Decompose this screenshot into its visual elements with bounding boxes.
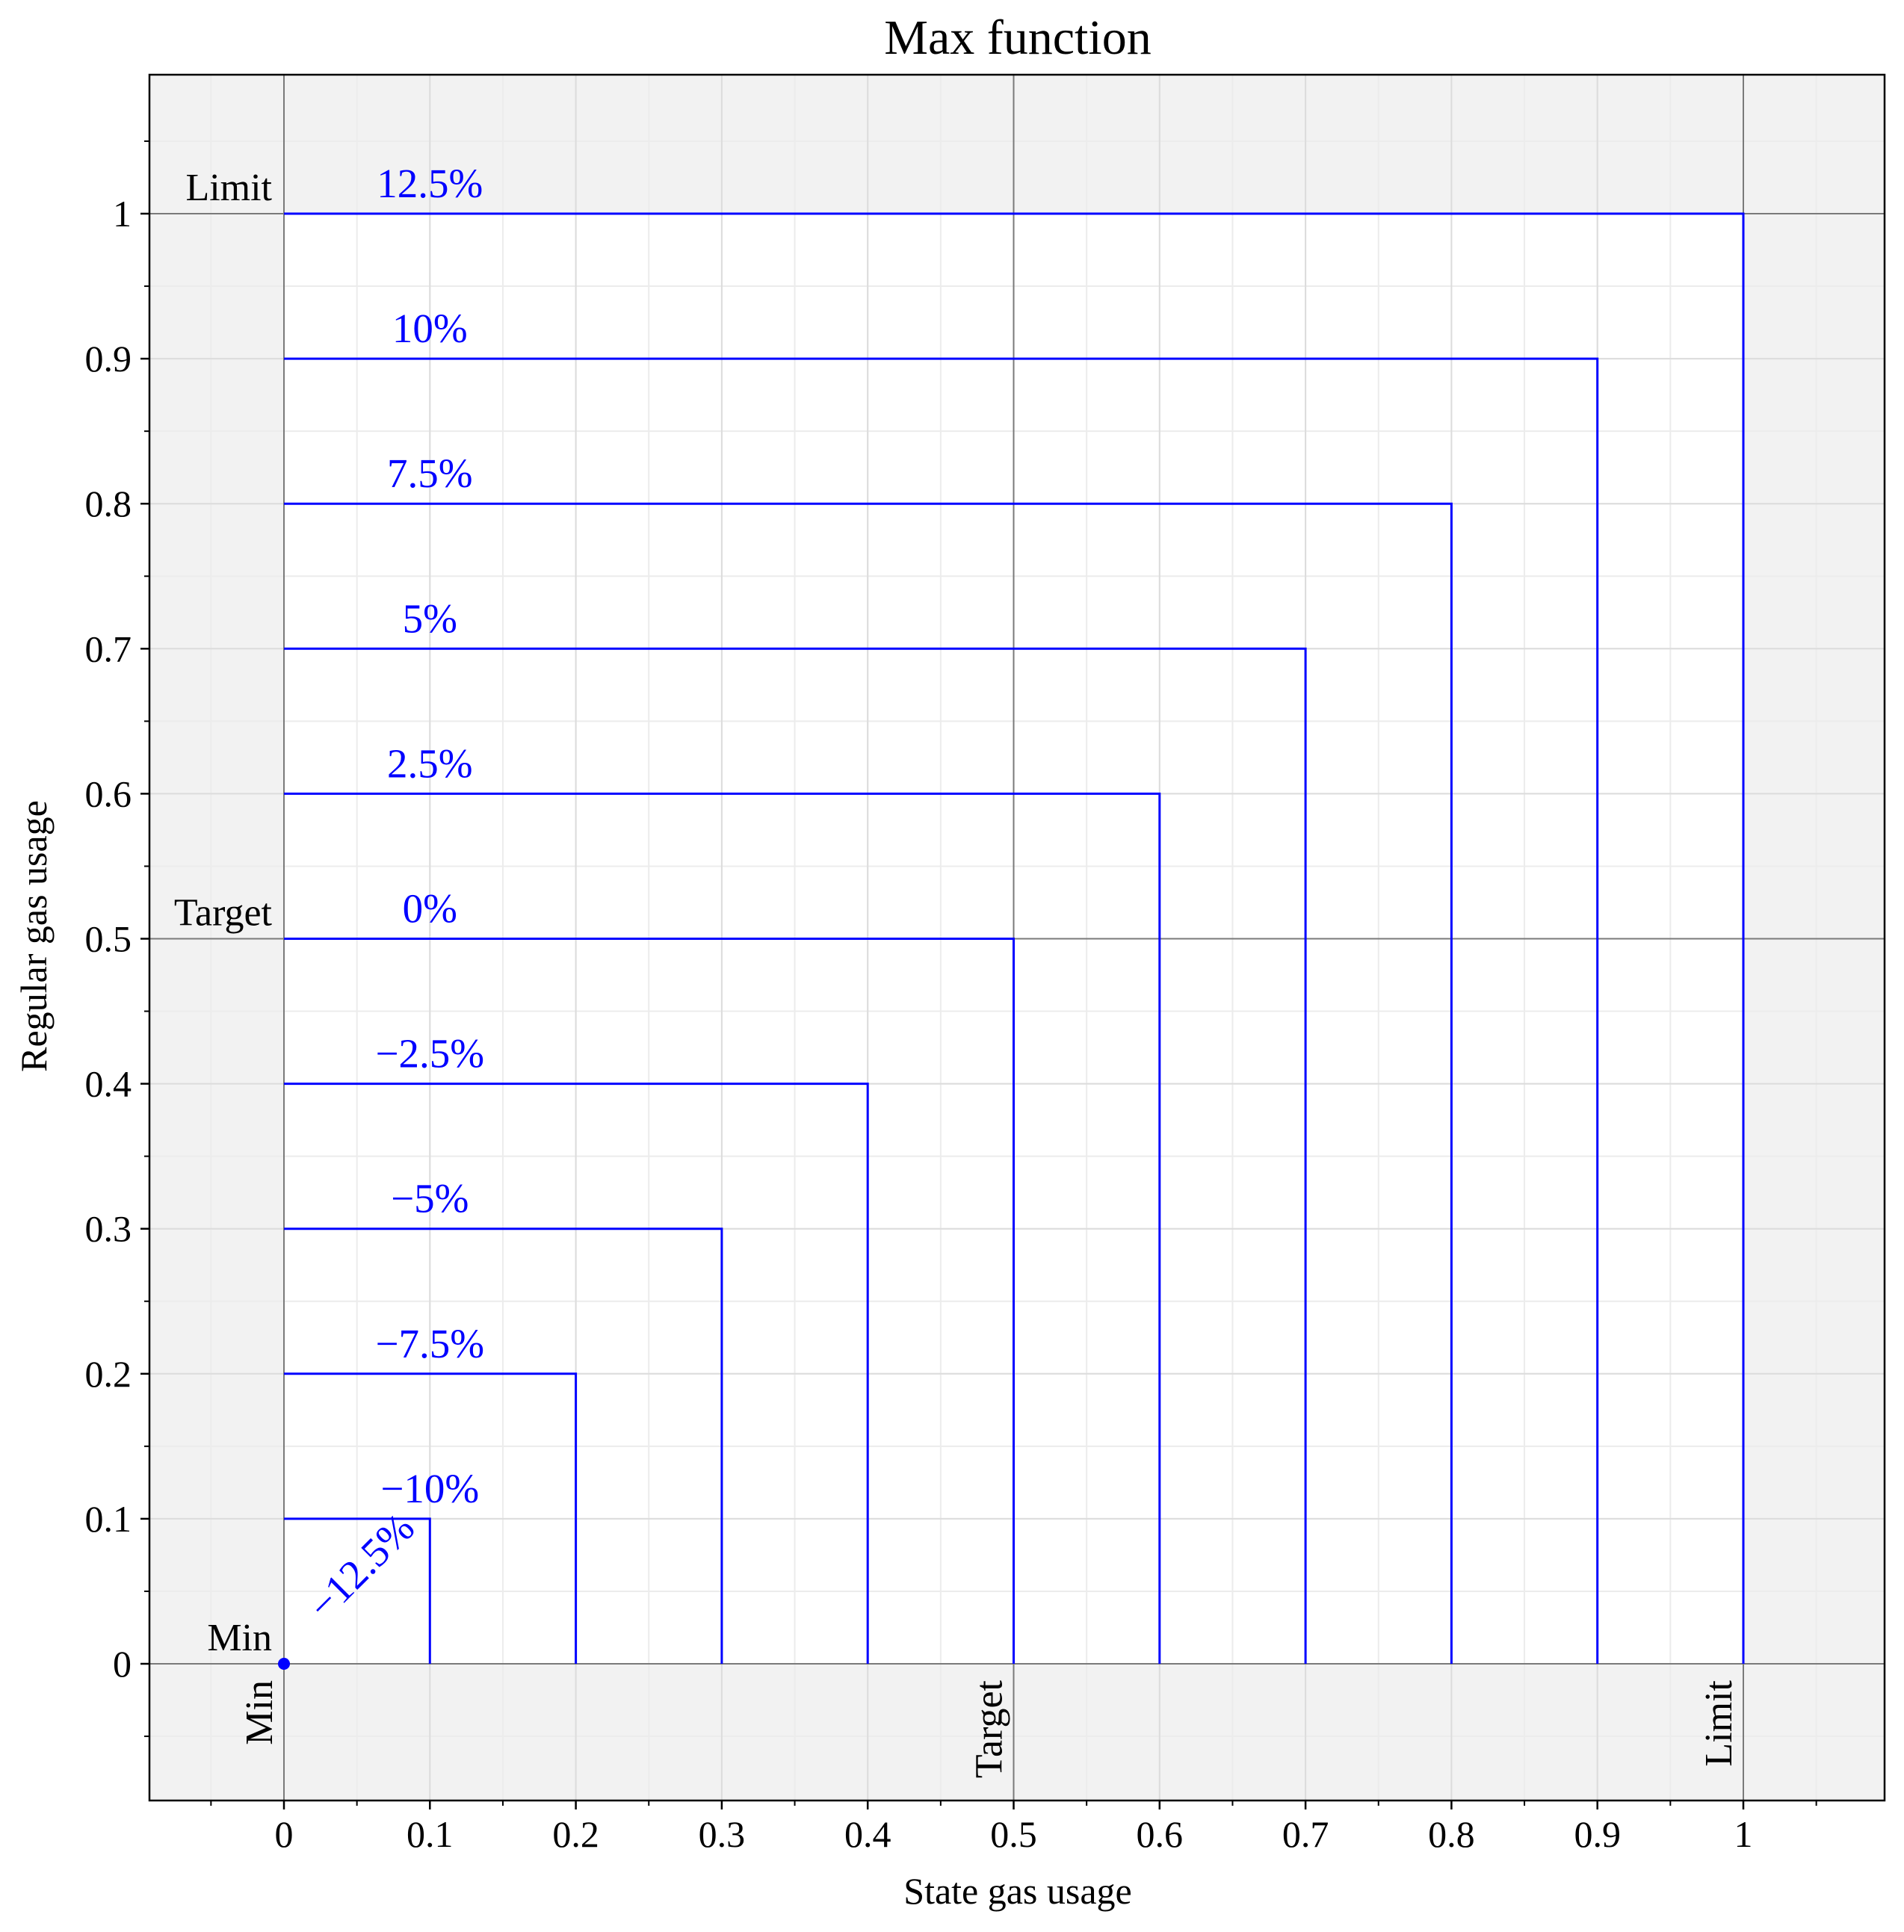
reference-label-y: Target xyxy=(174,892,273,935)
contour-label: 0% xyxy=(403,886,457,932)
x-tick-label: 0.6 xyxy=(1137,1813,1184,1855)
contour-label: −7.5% xyxy=(376,1321,485,1366)
plot-frame xyxy=(148,73,1886,1802)
contour-label: −10% xyxy=(380,1466,479,1511)
contour-line xyxy=(284,502,1453,1664)
x-tick-label: 0.2 xyxy=(552,1813,599,1855)
contour-line xyxy=(284,1372,578,1664)
contour-line xyxy=(284,1227,723,1664)
y-tick-label: 0.9 xyxy=(85,338,132,380)
x-tick-label: 0.4 xyxy=(844,1813,891,1855)
x-tick-label: 0.1 xyxy=(407,1813,454,1855)
contour-line xyxy=(284,647,1307,1664)
contour-line xyxy=(284,1517,431,1664)
y-tick-label: 0.2 xyxy=(85,1353,132,1395)
contour-label: −5% xyxy=(391,1176,469,1222)
y-tick-label: 0.1 xyxy=(85,1498,132,1540)
y-tick-label: 0.6 xyxy=(85,773,132,814)
contour-label: 2.5% xyxy=(387,740,473,786)
x-tick-label: 0.8 xyxy=(1428,1813,1475,1855)
contour-point xyxy=(278,1658,290,1670)
y-tick-label: 1 xyxy=(113,193,132,235)
x-axis-label: State gas usage xyxy=(903,1870,1131,1912)
x-tick-label: 0.5 xyxy=(990,1813,1037,1855)
plot-area: −12.5%−10%−7.5%−5%−2.5%0%2.5%5%7.5%10%12… xyxy=(85,73,1886,1855)
contour-label: 12.5% xyxy=(377,161,483,206)
contour-line xyxy=(284,938,1015,1664)
y-tick-label: 0.4 xyxy=(85,1063,132,1105)
x-tick-label: 0.9 xyxy=(1574,1813,1621,1855)
reference-label-x: Target xyxy=(968,1679,1011,1778)
contour-line xyxy=(284,357,1599,1664)
reference-label-x: Min xyxy=(238,1680,281,1745)
y-tick-label: 0.8 xyxy=(85,483,132,524)
y-tick-label: 0.5 xyxy=(85,918,132,960)
contour-label: 10% xyxy=(392,306,468,351)
contour-label: 5% xyxy=(403,595,457,641)
contour-line xyxy=(284,212,1745,1664)
x-tick-label: 1 xyxy=(1734,1813,1753,1855)
reference-label-y: Min xyxy=(207,1617,272,1659)
x-tick-label: 0.7 xyxy=(1282,1813,1329,1855)
contour-line xyxy=(284,1083,869,1664)
y-tick-label: 0 xyxy=(113,1643,132,1685)
y-axis-label: Regular gas usage xyxy=(13,800,55,1072)
contour-label: 7.5% xyxy=(387,451,473,496)
x-tick-label: 0 xyxy=(275,1813,294,1855)
x-tick-label: 0.3 xyxy=(699,1813,746,1855)
contour-line xyxy=(284,792,1161,1664)
reference-label-x: Limit xyxy=(1698,1679,1740,1766)
contour-label: −2.5% xyxy=(376,1031,485,1077)
reference-label-y: Limit xyxy=(185,167,272,209)
y-tick-label: 0.3 xyxy=(85,1208,132,1250)
chart-title: Max function xyxy=(884,10,1151,65)
y-tick-label: 0.7 xyxy=(85,628,132,669)
